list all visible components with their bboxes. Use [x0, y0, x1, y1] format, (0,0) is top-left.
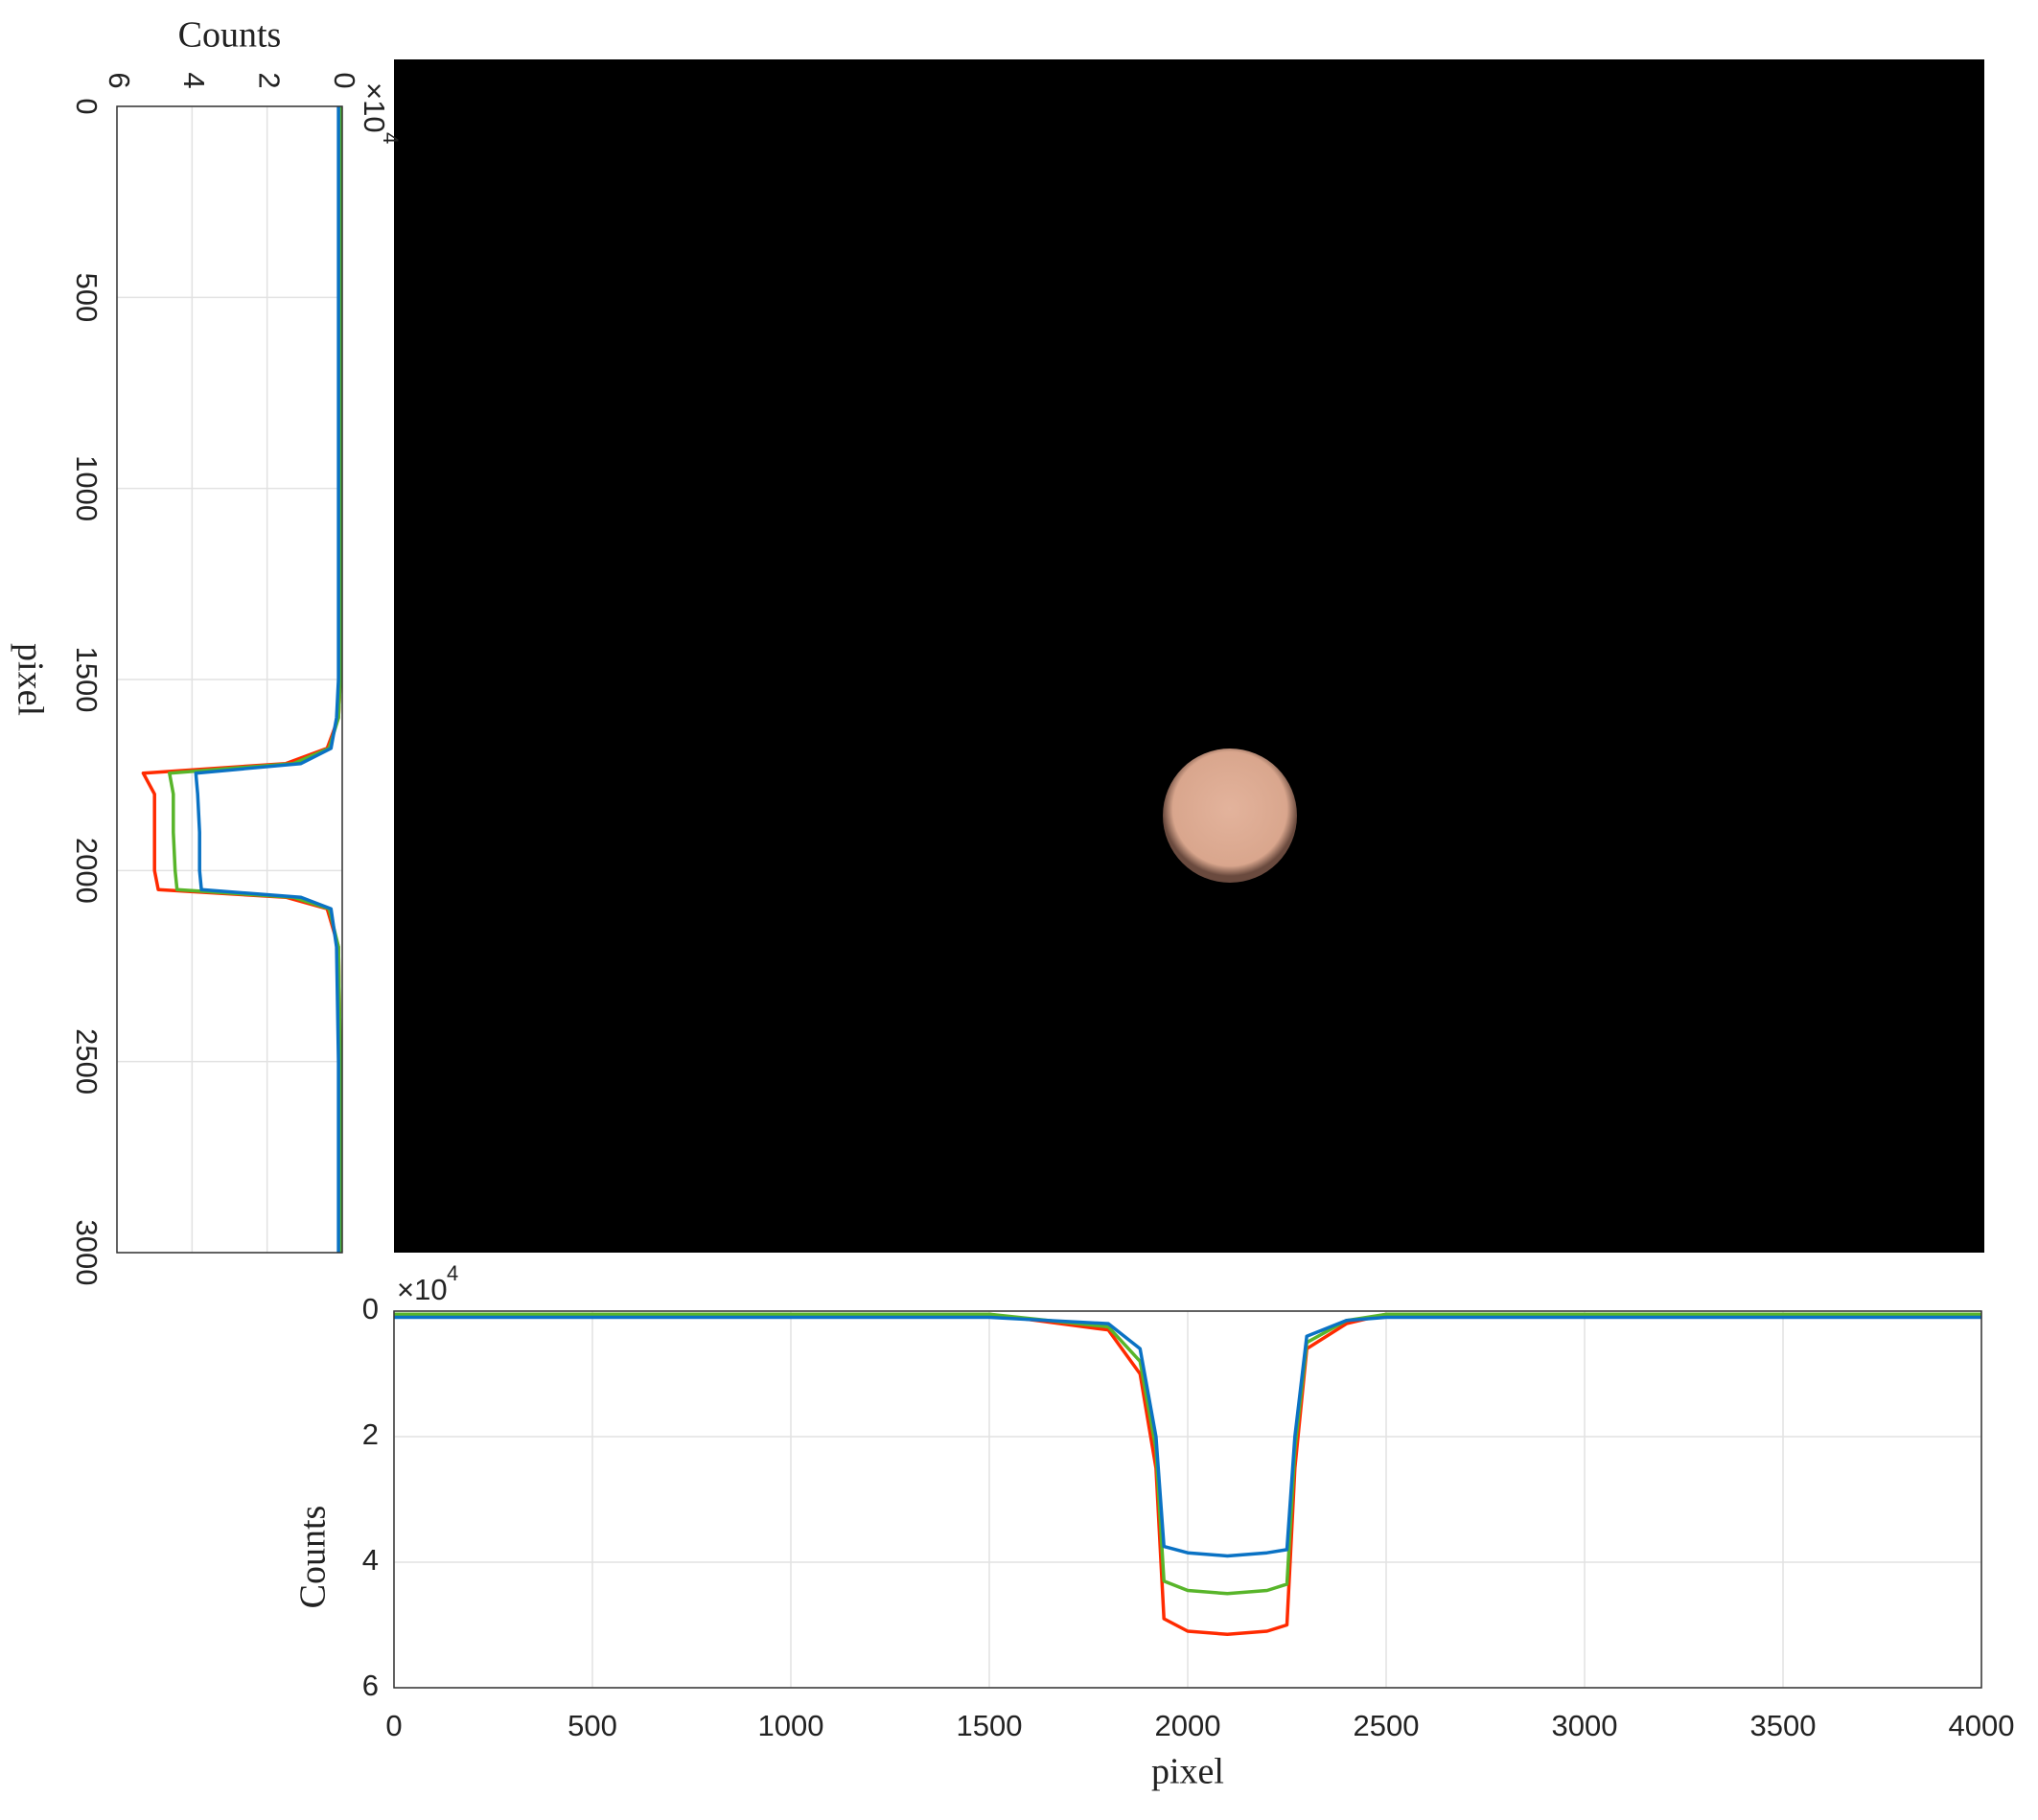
y-tick-label: 2000	[70, 838, 104, 904]
x-tick-label: 3000	[1552, 1709, 1618, 1742]
x-tick-label: 3500	[1750, 1709, 1817, 1742]
multiplier-exponent: 4	[379, 132, 403, 144]
y-tick-label: 4	[362, 1543, 379, 1577]
axis-label: Counts	[293, 1506, 334, 1609]
x-tick-label: 2000	[1155, 1709, 1221, 1742]
y-tick-label: 1500	[70, 647, 104, 713]
x-tick-label: 2	[252, 72, 286, 88]
y-tick-label: 2500	[70, 1028, 104, 1094]
camera-image	[394, 59, 1984, 1253]
x-tick-label: 500	[567, 1709, 617, 1742]
light-spot	[1163, 749, 1297, 883]
multiplier-base: ×10	[358, 82, 391, 133]
y-tick-label: 3000	[70, 1220, 104, 1286]
y-tick-label: 2	[362, 1417, 379, 1451]
x-tick-label: 0	[385, 1709, 402, 1742]
x-tick-label: 4000	[1949, 1709, 2015, 1742]
x-tick-label: 6	[103, 72, 136, 88]
axes-box	[116, 105, 343, 1254]
y-tick-label: 0	[70, 98, 104, 114]
profile-line	[194, 106, 340, 1253]
multiplier: ×104	[358, 82, 403, 144]
axis-label: pixel	[1151, 1752, 1224, 1792]
x-tick-label: 2500	[1354, 1709, 1420, 1742]
multiplier-exponent: 4	[447, 1261, 458, 1285]
axis-label: pixel	[10, 643, 50, 716]
profile-line	[394, 1315, 1981, 1558]
y-tick-label: 1000	[70, 455, 104, 521]
x-tick-label: 1000	[758, 1709, 824, 1742]
profile-line	[394, 1312, 1981, 1596]
y-tick-label: 0	[362, 1292, 379, 1325]
x-tick-label: 0	[328, 72, 361, 88]
y-tick-label: 6	[362, 1669, 379, 1702]
x-tick-label: 1500	[957, 1709, 1023, 1742]
axes-box	[393, 1310, 1982, 1689]
axis-label: Counts	[178, 15, 282, 56]
y-tick-label: 500	[70, 272, 104, 322]
x-tick-label: 4	[177, 72, 211, 88]
multiplier-base: ×10	[397, 1273, 448, 1306]
